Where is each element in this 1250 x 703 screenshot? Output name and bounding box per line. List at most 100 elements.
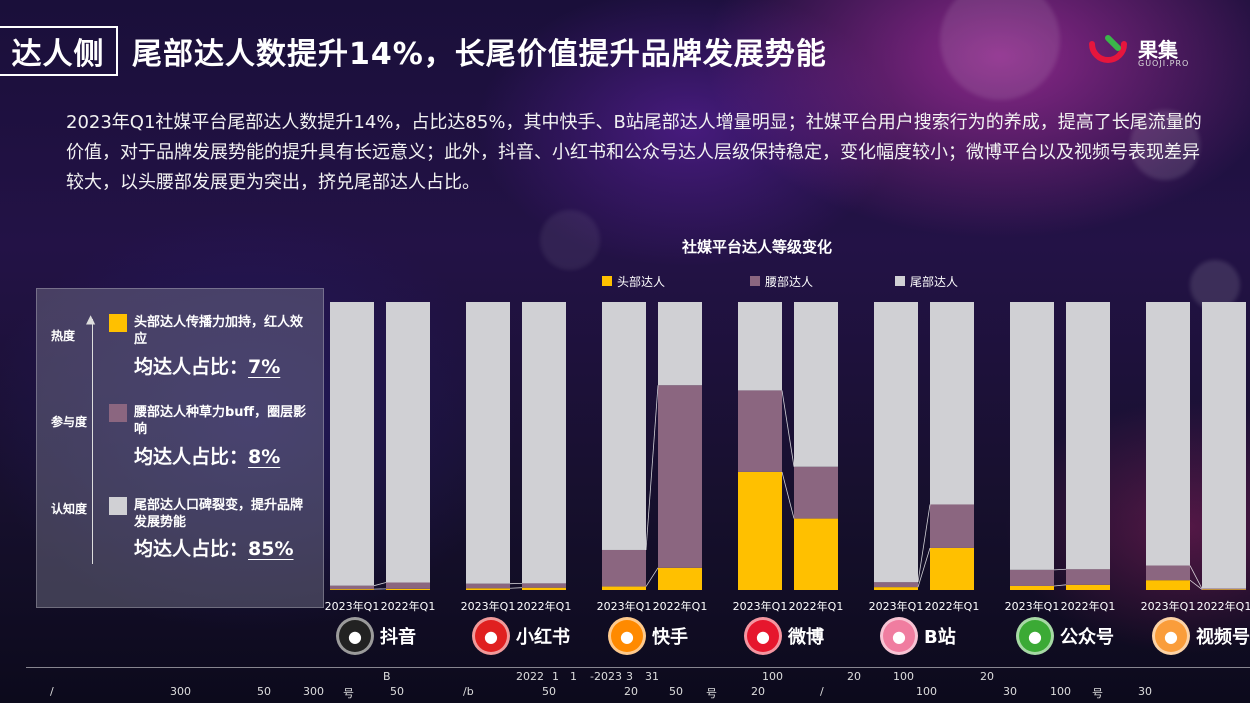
period-label: 2023年Q1 bbox=[733, 599, 788, 613]
platform-name: 快手 bbox=[652, 627, 688, 648]
footer-text: 50 bbox=[542, 685, 556, 698]
footer-text: 3 bbox=[626, 670, 633, 683]
page-title: 尾部达人数提升14%，长尾价值提升品牌发展势能 bbox=[132, 37, 827, 72]
period-label: 2023年Q1 bbox=[597, 599, 652, 613]
connector-line bbox=[917, 504, 931, 583]
bar-segment-waist bbox=[1146, 565, 1190, 581]
tail-share: 均达人占比：85% bbox=[134, 538, 294, 560]
footer-text: 号 bbox=[706, 687, 717, 700]
footer-text: B bbox=[383, 670, 391, 683]
footer-text: -2023 bbox=[590, 670, 622, 683]
bar-segment-head bbox=[1146, 580, 1190, 590]
connector-line bbox=[645, 567, 659, 587]
head-description: 头部达人传播力加持，红人效应 bbox=[134, 315, 304, 347]
footer-text: / bbox=[820, 685, 824, 698]
platform-name: 小红书 bbox=[516, 627, 570, 648]
bar-segment-waist bbox=[738, 390, 782, 472]
bar-segment-tail bbox=[1010, 302, 1054, 570]
bar-segment-tail bbox=[602, 302, 646, 550]
xiaohongshu-icon: ● bbox=[472, 617, 510, 655]
bar-segment-waist bbox=[1202, 588, 1246, 590]
platform-label: ● 抖音 bbox=[336, 617, 416, 655]
bar-segment-tail bbox=[738, 302, 782, 391]
platform-name: 微博 bbox=[788, 627, 824, 648]
platform-label: ● 微博 bbox=[744, 617, 824, 655]
connector-line bbox=[645, 385, 659, 550]
wechat-mp-icon: ● bbox=[1016, 617, 1054, 655]
bar-segment-head bbox=[466, 588, 510, 590]
head-share: 均达人占比：7% bbox=[134, 356, 281, 378]
footer-text: / bbox=[50, 685, 54, 698]
connector-line bbox=[1053, 584, 1067, 587]
footer-text: 300 bbox=[303, 685, 324, 698]
footer-text: 2022 bbox=[516, 670, 544, 683]
arrow-up-icon: ▲ bbox=[86, 312, 96, 326]
platform-label: ● 视频号 bbox=[1152, 617, 1250, 655]
period-label: 2023年Q1 bbox=[869, 599, 924, 613]
platform-label: ● 小红书 bbox=[472, 617, 570, 655]
waist-share: 均达人占比：8% bbox=[134, 446, 281, 468]
connector-line bbox=[1053, 568, 1067, 571]
bar-segment-head bbox=[930, 547, 974, 590]
footer-text: 50 bbox=[669, 685, 683, 698]
bar-segment-waist bbox=[874, 582, 918, 588]
bar-segment-head bbox=[1202, 589, 1246, 590]
footer-text: /b bbox=[463, 685, 474, 698]
bar-segment-tail bbox=[466, 302, 510, 584]
footer-text: 20 bbox=[624, 685, 638, 698]
period-label: 2023年Q1 bbox=[325, 599, 380, 613]
head-color-swatch bbox=[109, 314, 127, 332]
connector-line bbox=[781, 390, 795, 467]
footer-text: 20 bbox=[980, 670, 994, 683]
bar-segment-waist bbox=[386, 582, 430, 589]
bar-segment-tail bbox=[522, 302, 566, 584]
bar-segment-waist bbox=[1010, 569, 1054, 586]
period-label: 2022年Q1 bbox=[1197, 599, 1250, 613]
footer-text: 31 bbox=[645, 670, 659, 683]
level-label-engagement: 参与度 bbox=[51, 415, 88, 429]
bar-segment-waist bbox=[930, 504, 974, 548]
waist-description: 腰部达人种草力buff，圈层影响 bbox=[134, 405, 307, 437]
bar-segment-head bbox=[1010, 585, 1054, 590]
level-legend-panel: ▲ 热度 参与度 认知度 头部达人传播力加持，红人效应 均达人占比：7% 腰部达… bbox=[36, 288, 324, 608]
bar-segment-tail bbox=[1202, 302, 1246, 589]
chart-title: 社媒平台达人等级变化 bbox=[681, 238, 832, 256]
level-label-heat: 热度 bbox=[51, 329, 76, 343]
section-tag: 达人侧 bbox=[0, 26, 118, 76]
bar-segment-head bbox=[522, 587, 566, 590]
platform-name: 公众号 bbox=[1060, 627, 1114, 648]
connector-line bbox=[509, 587, 523, 589]
period-label: 2022年Q1 bbox=[381, 599, 436, 613]
bar-segment-waist bbox=[658, 385, 702, 568]
connector-line bbox=[1189, 565, 1203, 589]
platform-name: 视频号 bbox=[1196, 627, 1250, 648]
footer-text: 50 bbox=[257, 685, 271, 698]
bar-segment-tail bbox=[330, 302, 374, 586]
tail-description: 尾部达人口碑裂变，提升品牌发展势能 bbox=[134, 498, 304, 530]
legend-swatch bbox=[602, 276, 612, 286]
connector-line bbox=[373, 582, 387, 587]
platform-name: 抖音 bbox=[380, 627, 416, 648]
footer-text: 号 bbox=[1092, 687, 1103, 700]
bar-segment-tail bbox=[386, 302, 430, 583]
platform-name: B站 bbox=[924, 627, 956, 648]
period-label: 2023年Q1 bbox=[1005, 599, 1060, 613]
period-label: 2022年Q1 bbox=[653, 599, 708, 613]
bar-segment-waist bbox=[602, 549, 646, 587]
footer-text: 30 bbox=[1003, 685, 1017, 698]
period-label: 2023年Q1 bbox=[461, 599, 516, 613]
logo-subtitle: GUOJI.PRO bbox=[1138, 59, 1190, 68]
period-label: 2022年Q1 bbox=[925, 599, 980, 613]
footer-text: 100 bbox=[916, 685, 937, 698]
period-label: 2022年Q1 bbox=[789, 599, 844, 613]
period-label: 2022年Q1 bbox=[517, 599, 572, 613]
connector-line bbox=[917, 547, 931, 588]
bilibili-icon: ● bbox=[880, 617, 918, 655]
bar-segment-tail bbox=[1066, 302, 1110, 570]
footer-text: 100 bbox=[1050, 685, 1071, 698]
bar-segment-head bbox=[794, 518, 838, 590]
bar-segment-waist bbox=[466, 583, 510, 589]
tail-color-swatch bbox=[109, 497, 127, 515]
bar-segment-head bbox=[1066, 584, 1110, 590]
level-label-awareness: 认知度 bbox=[51, 502, 88, 516]
